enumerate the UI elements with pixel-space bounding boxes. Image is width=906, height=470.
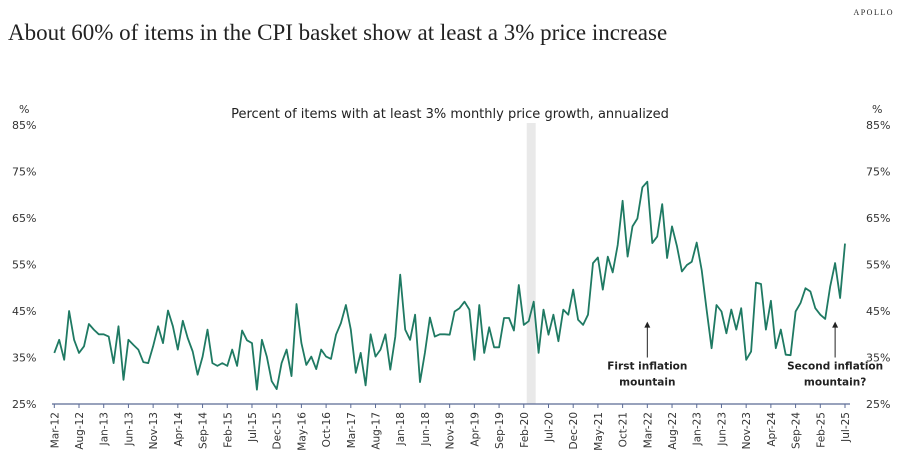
x-tick-label: Apr-24 xyxy=(766,412,778,447)
arrow-head-icon xyxy=(644,321,651,328)
annotation-label: Second inflation xyxy=(787,361,883,373)
annotation-label: First inflation xyxy=(607,361,687,373)
x-tick-label: Nov-18 xyxy=(445,412,457,449)
x-tick-label: Sep-19 xyxy=(494,412,506,449)
x-tick-label: Jan-23 xyxy=(692,412,704,446)
x-tick-label: Nov-13 xyxy=(148,412,160,449)
y-tick-label-right: 45% xyxy=(866,305,890,318)
y-tick-label-right: 55% xyxy=(866,259,890,272)
x-tick-label: May-21 xyxy=(593,412,605,451)
x-tick-label: Mar-22 xyxy=(642,412,654,448)
y-tick-label-left: 55% xyxy=(12,259,36,272)
y-tick-label-right: 65% xyxy=(866,212,890,225)
y-tick-label-left: 45% xyxy=(12,305,36,318)
y-tick-label-right: 35% xyxy=(866,352,890,365)
x-tick-label: Feb-15 xyxy=(222,412,234,448)
apollo-logo: APOLLO xyxy=(853,8,894,17)
x-tick-label: Aug-22 xyxy=(667,412,679,450)
y-tick-label-left: 65% xyxy=(12,212,36,225)
x-tick-label: Feb-20 xyxy=(519,412,531,448)
x-tick-label: Jun-18 xyxy=(420,412,432,447)
x-tick-label: Sep-24 xyxy=(791,412,803,449)
x-tick-label: Aug-17 xyxy=(371,412,383,450)
x-tick-label: Nov-23 xyxy=(741,412,753,449)
annotation-label: mountain? xyxy=(804,377,866,389)
x-tick-label: Dec-20 xyxy=(568,412,580,449)
x-tick-label: Jul-25 xyxy=(840,412,852,443)
chart-subtitle: Percent of items with at least 3% monthl… xyxy=(231,107,669,122)
x-tick-label: Oct-21 xyxy=(618,412,630,447)
y-tick-label-right: 25% xyxy=(866,398,890,411)
x-tick-label: Jul-15 xyxy=(247,412,259,443)
x-tick-label: Sep-14 xyxy=(198,412,210,449)
series-line xyxy=(53,180,846,391)
x-tick-label: Aug-12 xyxy=(74,412,86,450)
y-axis-unit-left: % xyxy=(19,103,29,116)
arrow-head-icon xyxy=(832,321,839,328)
x-tick-label: Dec-15 xyxy=(272,412,284,449)
y-tick-label-left: 75% xyxy=(12,166,36,179)
x-tick-label: Oct-16 xyxy=(321,412,333,448)
x-tick-label: Apr-19 xyxy=(469,412,481,447)
x-tick-label: Jul-20 xyxy=(543,412,555,443)
x-tick-label: Apr-14 xyxy=(173,412,185,447)
y-tick-label-right: 75% xyxy=(866,166,890,179)
y-axis-unit-right: % xyxy=(872,103,882,116)
x-tick-label: Jan-18 xyxy=(395,412,407,446)
page-title: About 60% of items in the CPI basket sho… xyxy=(8,20,668,45)
x-tick-label: Feb-25 xyxy=(815,412,827,448)
y-tick-label-left: 85% xyxy=(12,119,36,132)
shaded-period xyxy=(526,123,536,404)
x-tick-label: May-16 xyxy=(296,412,308,451)
y-tick-label-right: 85% xyxy=(866,119,890,132)
x-tick-label: Jan-13 xyxy=(99,412,111,446)
x-tick-label: Mar-12 xyxy=(49,412,61,448)
y-tick-label-left: 25% xyxy=(12,398,36,411)
x-tick-label: Mar-17 xyxy=(346,412,358,448)
y-tick-label-left: 35% xyxy=(12,352,36,365)
annotation-label: mountain xyxy=(619,377,675,389)
x-tick-label: Jun-13 xyxy=(123,412,135,447)
x-tick-label: Jun-23 xyxy=(716,412,728,447)
